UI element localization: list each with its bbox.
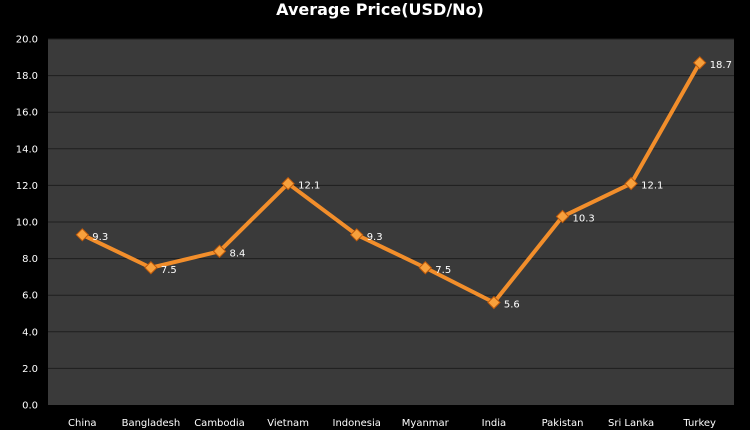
x-tick-label: Sri Lanka: [608, 418, 654, 429]
y-tick-label: 16.0: [16, 108, 38, 119]
data-label: 9.3: [92, 232, 108, 243]
data-label: 5.6: [504, 300, 520, 311]
y-tick-label: 4.0: [22, 327, 38, 338]
data-label: 12.1: [641, 181, 663, 192]
data-label: 12.1: [298, 181, 320, 192]
data-point-marker: [692, 56, 707, 70]
x-tick-label: Indonesia: [333, 418, 381, 429]
x-tick-label: India: [482, 418, 507, 429]
data-point-marker: [418, 261, 433, 275]
data-point-marker: [349, 228, 364, 242]
x-tick-label: Cambodia: [194, 418, 245, 429]
y-tick-label: 2.0: [22, 364, 38, 375]
series-line: [80, 60, 702, 305]
data-label: 9.3: [367, 232, 383, 243]
chart-title: Average Price(USD/No): [276, 0, 484, 19]
y-tick-label: 18.0: [16, 71, 38, 82]
y-tick-label: 8.0: [22, 254, 38, 265]
data-point-marker: [144, 261, 158, 275]
y-tick-label: 20.0: [16, 35, 38, 46]
data-label: 10.3: [573, 214, 595, 225]
x-tick-label: Bangladesh: [122, 418, 181, 429]
data-label: 7.5: [435, 265, 451, 276]
series-layer: [80, 60, 702, 305]
data-point-marker: [75, 228, 90, 242]
data-label: 18.7: [710, 60, 732, 71]
y-tick-label: 12.0: [16, 181, 38, 192]
data-point-marker: [624, 176, 638, 191]
gridlines: [48, 38, 734, 369]
y-axis-ticks: 0.0 2.0 4.0 6.0 8.0 10.0 12.0 14.0 16.0 18.0 20.0: [16, 35, 38, 412]
x-tick-label: Vietnam: [267, 418, 309, 429]
data-point-marker: [212, 244, 227, 258]
data-label-layer: 9.3 7.5 8.4 12.1 9.3 7.5 5.6 10.3 12.1 18.7: [92, 60, 732, 311]
data-point-marker: [555, 209, 570, 224]
x-tick-label: China: [68, 418, 97, 429]
data-point-marker: [487, 295, 501, 310]
x-tick-label: Turkey: [682, 418, 716, 429]
marker-layer: [75, 56, 707, 310]
y-tick-label: 14.0: [16, 144, 38, 155]
data-label: 8.4: [230, 248, 246, 259]
x-axis-ticks: China Bangladesh Cambodia Vietnam Indonesia M…: [68, 418, 716, 429]
y-tick-label: 0.0: [22, 401, 38, 412]
x-tick-label: Pakistan: [542, 418, 584, 429]
data-point-marker: [281, 176, 295, 191]
y-tick-label: 10.0: [16, 218, 38, 229]
y-tick-label: 6.0: [22, 291, 38, 302]
x-tick-label: Myanmar: [402, 418, 450, 429]
data-label: 7.5: [161, 265, 177, 276]
